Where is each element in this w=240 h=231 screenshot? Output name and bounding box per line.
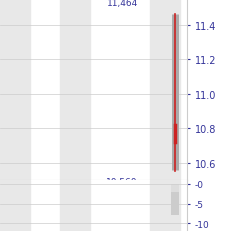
Text: 11,464: 11,464 bbox=[107, 0, 138, 8]
Bar bbox=[60, 180, 90, 231]
Bar bbox=[150, 0, 180, 180]
Bar bbox=[150, 180, 180, 231]
Bar bbox=[0, 180, 30, 231]
Bar bbox=[171, 184, 179, 192]
Bar bbox=[171, 184, 179, 215]
Bar bbox=[60, 0, 90, 180]
Bar bbox=[0, 0, 30, 180]
Text: 10,560: 10,560 bbox=[106, 177, 138, 186]
